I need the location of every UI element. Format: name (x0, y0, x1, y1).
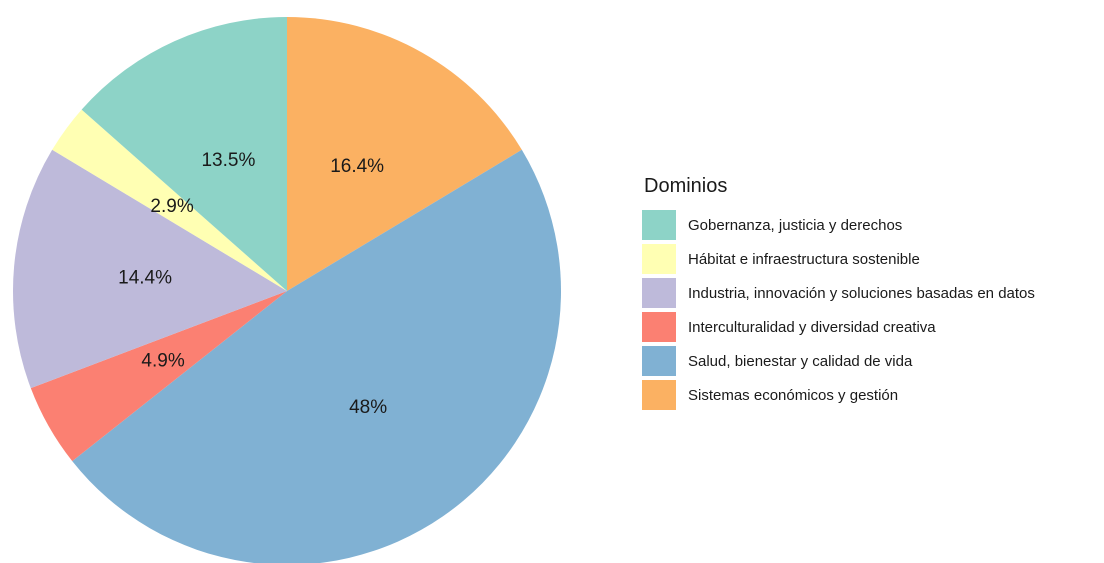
legend-item: Interculturalidad y diversidad creativa (642, 310, 1102, 344)
legend-items: Gobernanza, justicia y derechos Hábitat … (642, 208, 1102, 412)
legend-label: Gobernanza, justicia y derechos (688, 216, 903, 234)
pie-slice (52, 109, 287, 291)
legend-label: Sistemas económicos y gestión (688, 386, 899, 404)
slice-label: 14.4% (118, 267, 172, 288)
legend-item: Hábitat e infraestructura sostenible (642, 242, 1102, 276)
pie-slice (30, 291, 288, 462)
legend-swatch (642, 380, 676, 410)
legend-swatch (642, 244, 676, 274)
slice-label: 48% (349, 397, 387, 418)
legend-label: Hábitat e infraestructura sostenible (688, 250, 920, 268)
slice-labels: 16.4% 48% 4.9% 14.4% 2.9% 13.5% (118, 150, 387, 418)
legend-label: Industria, innovación y soluciones basad… (688, 284, 1035, 302)
slice-label: 13.5% (201, 150, 255, 171)
legend: Dominios Gobernanza, justicia y derechos… (642, 172, 1102, 412)
legend-swatch (642, 312, 676, 342)
legend-label: Salud, bienestar y calidad de vida (688, 352, 913, 370)
legend-item: Sistemas económicos y gestión (642, 378, 1102, 412)
pie-slice (12, 149, 287, 389)
slice-label: 4.9% (141, 350, 184, 371)
legend-title: Dominios (644, 175, 728, 197)
legend-label: Interculturalidad y diversidad creativa (688, 318, 936, 336)
legend-swatch (642, 278, 676, 308)
legend-swatch (642, 346, 676, 376)
pie-slice (81, 17, 287, 291)
pie-slice (287, 17, 522, 291)
legend-swatch (642, 210, 676, 240)
legend-item: Salud, bienestar y calidad de vida (642, 344, 1102, 378)
legend-item: Gobernanza, justicia y derechos (642, 208, 1102, 242)
pie-slice (72, 149, 561, 563)
legend-item: Industria, innovación y soluciones basad… (642, 276, 1102, 310)
slice-label: 16.4% (330, 156, 384, 177)
pie-slices (12, 17, 561, 563)
slice-label: 2.9% (150, 196, 193, 217)
